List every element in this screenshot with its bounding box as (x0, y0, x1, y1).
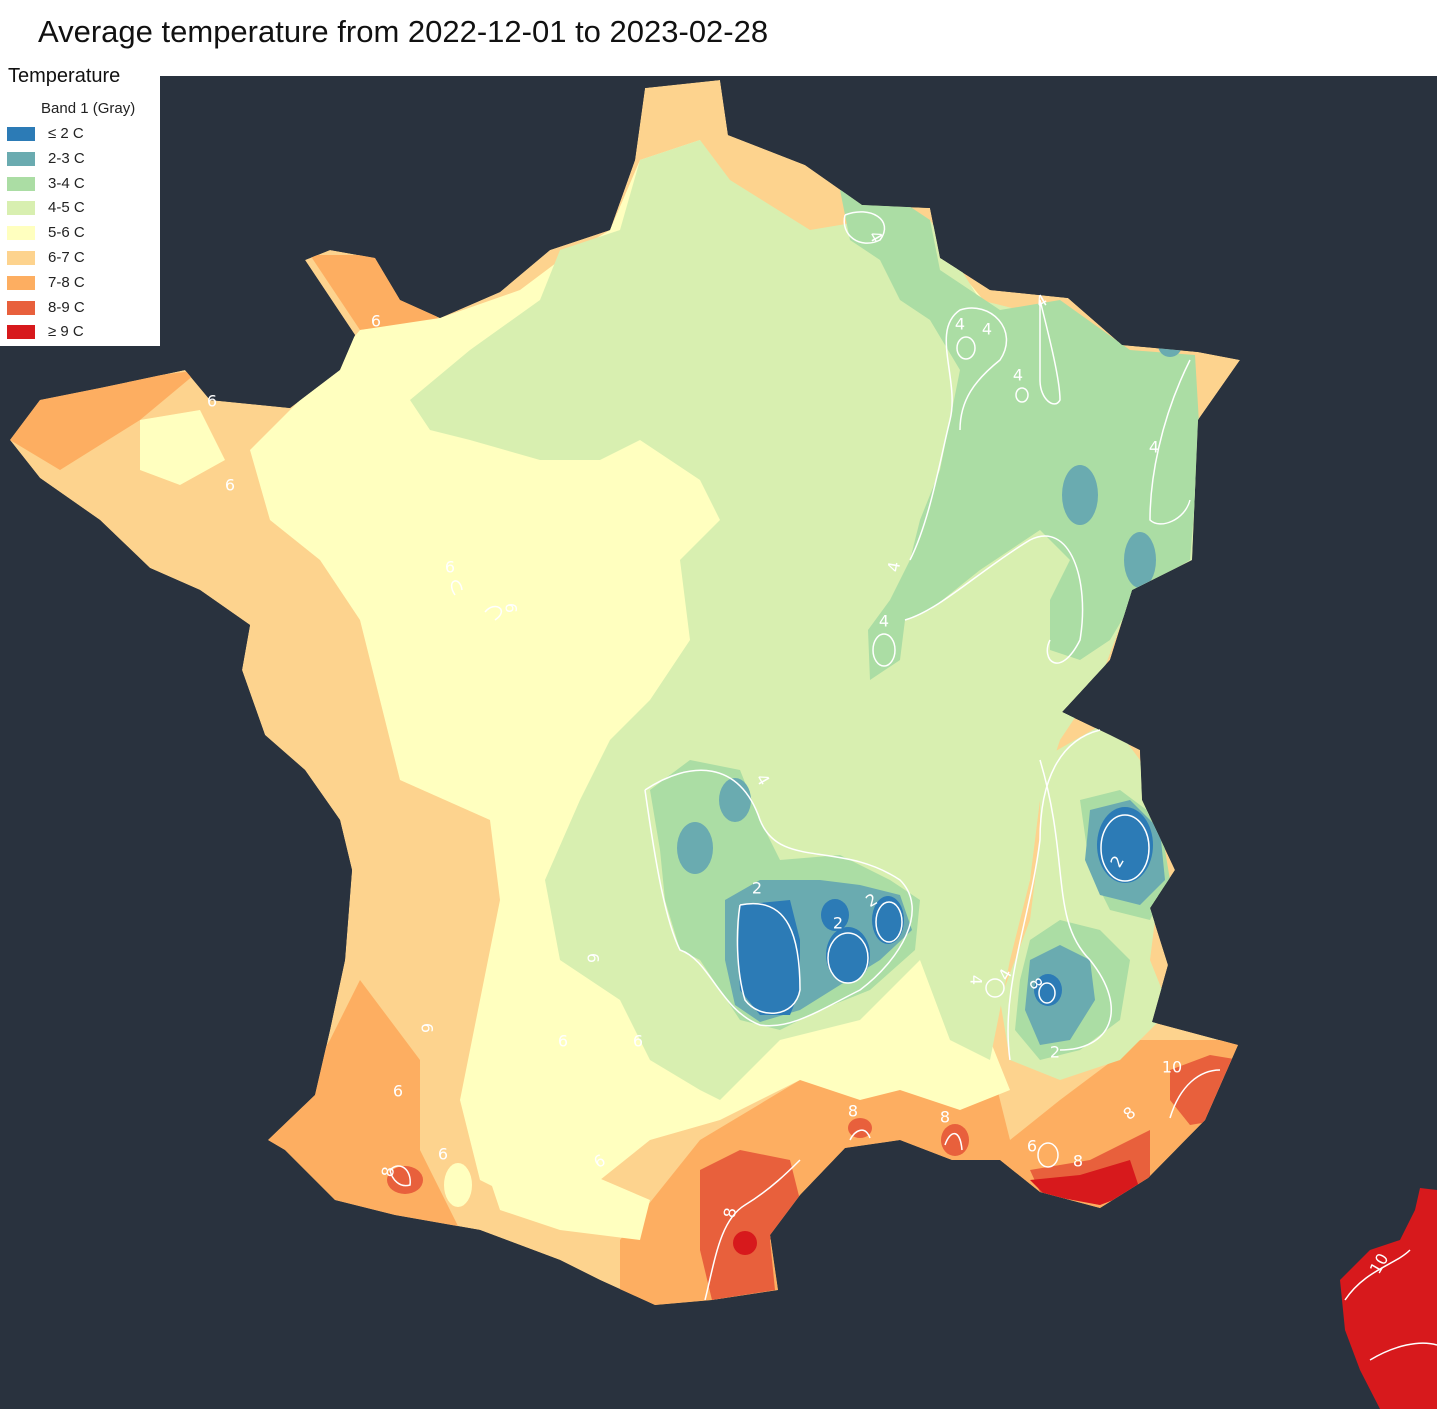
legend-swatch (7, 300, 35, 315)
legend-item: 2-3 C (7, 149, 157, 169)
contour-label: 4 (1149, 438, 1159, 457)
legend-swatch (7, 275, 35, 290)
legend-item: 3-4 C (7, 174, 157, 194)
legend-label: 6-7 C (48, 249, 85, 266)
legend-swatch (7, 176, 35, 191)
legend-item: 6-7 C (7, 248, 157, 268)
legend-item: 7-8 C (7, 273, 157, 293)
map-title: Average temperature from 2022-12-01 to 2… (38, 14, 769, 49)
contour-label: 2 (1050, 1043, 1060, 1062)
contour-label: 6 (393, 1082, 403, 1101)
contour-label: 4 (967, 975, 986, 985)
legend-item: ≥ 9 C (7, 322, 157, 342)
contour-label: 6 (633, 1032, 643, 1051)
contour-label: 8 (1073, 1152, 1083, 1171)
contour-label: 6 (1027, 1137, 1037, 1156)
contour-label: 6 (207, 392, 217, 411)
contour-label: 6 (371, 312, 381, 331)
legend-label: 2-3 C (48, 149, 85, 167)
legend-swatch (7, 201, 35, 216)
legend-label: 7-8 C (48, 273, 85, 291)
legend-swatch (7, 325, 35, 340)
contour-label: 6 (438, 1145, 448, 1164)
legend-label: 3-4 C (48, 174, 85, 192)
legend-label: ≥ 9 C (48, 323, 84, 341)
contour-label: 6 (584, 953, 603, 963)
legend-item: ≤ 2 C (7, 124, 157, 144)
legend-item: 8-9 C (7, 298, 157, 318)
contour-label: 4 (982, 320, 992, 339)
legend-label: 8-9 C (48, 298, 85, 316)
contour-label: 6 (502, 603, 521, 613)
contour-label: 2 (752, 879, 762, 898)
legend: Temperature Band 1 (Gray) ≤ 2 C 2-3 C 3-4 … (0, 62, 160, 346)
contour-label: 6 (445, 558, 455, 577)
legend-swatch (7, 151, 35, 166)
contour-label: 8 (848, 1102, 858, 1121)
contour-label: 10 (1162, 1058, 1182, 1077)
legend-label: ≤ 2 C (48, 125, 84, 142)
contour-label: 4 (884, 560, 904, 573)
contour-label: 6 (418, 1023, 437, 1033)
contour-label: 2 (833, 914, 843, 933)
legend-title: Temperature (8, 65, 121, 87)
legend-swatch (7, 226, 35, 241)
contour-label: 4 (879, 612, 889, 631)
contour-label: 4 (955, 315, 965, 334)
contour-label: 4 (1013, 366, 1023, 385)
legend-swatch (7, 127, 35, 141)
corsica (1340, 1188, 1437, 1409)
legend-swatch (7, 251, 35, 265)
contour-label: 8 (378, 1165, 398, 1178)
legend-label: 4-5 C (48, 199, 85, 217)
contour-label: 8 (940, 1108, 950, 1127)
legend-item: 4-5 C (7, 198, 157, 218)
contour-label: 6 (225, 476, 235, 495)
legend-subtitle: Band 1 (Gray) (41, 100, 136, 117)
legend-label: 5-6 C (48, 224, 85, 242)
legend-item: 5-6 C (7, 223, 157, 243)
map-panel: 6 6 6 6 6 6 6 6 6 6 6 6 6 4 4 4 4 4 4 4 4 4 4 4 2 2 2 2 2 8 8 8 8 8 8 8 10 10 (0, 76, 1437, 1409)
contour-label: 8 (720, 1206, 740, 1219)
contour-label: 6 (558, 1032, 568, 1051)
